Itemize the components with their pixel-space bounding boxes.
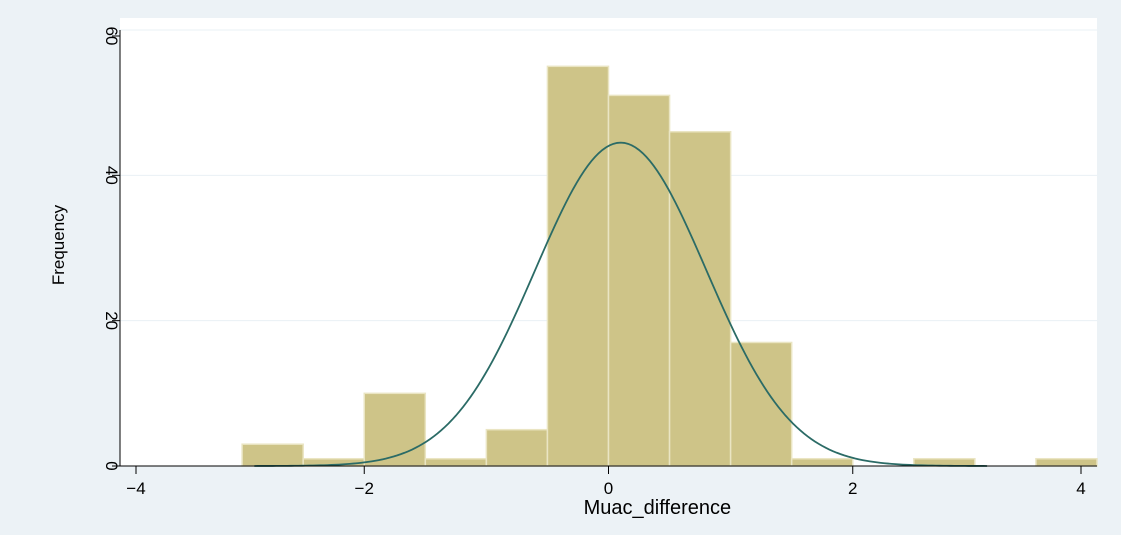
histogram-bar xyxy=(363,392,427,467)
x-tick-label: −4 xyxy=(126,479,145,498)
normal-density-curve xyxy=(254,141,988,467)
y-tick-label: 60 xyxy=(102,27,121,46)
x-axis-ticks: −4 −2 0 2 4 xyxy=(126,466,1086,498)
x-axis-title: Muac_difference xyxy=(584,497,732,519)
histogram-bar xyxy=(424,457,488,467)
y-tick-label: 20 xyxy=(102,311,121,330)
y-tick-label: 0 xyxy=(102,461,121,470)
x-tick-label: −2 xyxy=(355,479,374,498)
x-tick-label: 4 xyxy=(1076,479,1085,498)
histogram-bars xyxy=(241,65,1098,467)
histogram-bar xyxy=(668,130,732,467)
histogram-bar xyxy=(729,341,793,467)
histogram-bar xyxy=(546,65,610,467)
histogram-bar xyxy=(241,443,304,467)
x-tick-label: 2 xyxy=(848,479,857,498)
y-axis-title: Frequency xyxy=(49,204,68,285)
histogram-bar xyxy=(1035,457,1098,467)
y-axis-ticks: 0 20 40 60 xyxy=(102,27,121,471)
x-tick-label: 0 xyxy=(604,479,613,498)
y-tick-label: 40 xyxy=(102,166,121,185)
histogram-bar xyxy=(790,457,854,467)
histogram-bar xyxy=(607,94,671,467)
histogram-bar xyxy=(485,428,549,467)
